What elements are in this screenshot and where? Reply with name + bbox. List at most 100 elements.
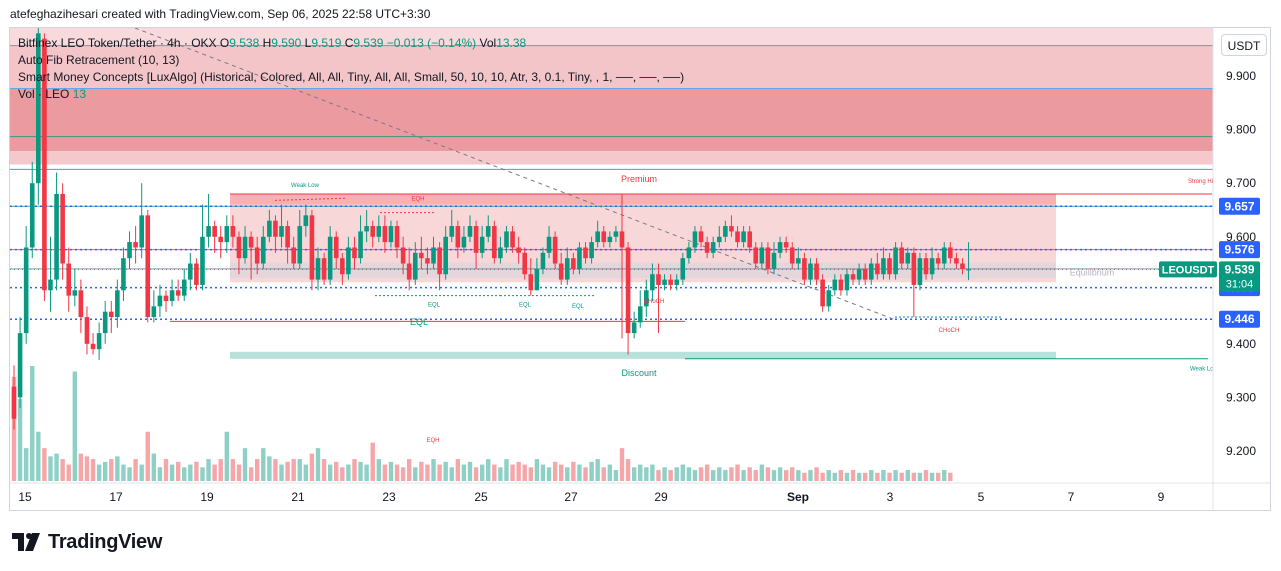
volume-indicator-name: Vol · LEO: [18, 87, 70, 101]
annotation-label: Premium: [621, 174, 657, 184]
volume-bar: [145, 431, 150, 481]
candle-body: [479, 236, 485, 253]
volume-bar: [668, 470, 673, 481]
tradingview-logo: TradingView: [12, 530, 162, 554]
candle-body: [485, 226, 491, 237]
candle-body: [218, 236, 224, 243]
candle-body: [17, 333, 23, 398]
candle-body: [789, 247, 795, 264]
volume-bar: [899, 472, 904, 481]
volume-bar: [838, 470, 844, 481]
candle-body: [121, 258, 126, 291]
volume-bar: [461, 464, 467, 481]
volume-bar: [528, 467, 533, 481]
fib-legend[interactable]: Auto Fib Retracement (10, 13): [18, 53, 180, 67]
volume-bar: [704, 464, 710, 481]
candle-body: [254, 247, 260, 264]
candle-body: [692, 231, 698, 248]
volume-bar: [589, 461, 594, 481]
candle-body: [583, 247, 588, 259]
volume-bar: [638, 464, 643, 481]
volume-bar: [613, 470, 619, 481]
candle-body: [291, 247, 296, 264]
discount-zone: [230, 351, 1056, 359]
volume-bar: [376, 459, 381, 481]
volume-bar: [133, 459, 138, 481]
volume-bar: [334, 461, 339, 481]
volume-bar: [127, 467, 132, 481]
candle-body: [388, 226, 394, 243]
candle-body: [656, 274, 661, 285]
volume-bar: [935, 472, 941, 481]
candle-body: [875, 263, 880, 275]
volume-indicator-legend[interactable]: Vol · LEO 13: [18, 87, 86, 101]
candle-body: [796, 258, 801, 264]
volume-bar: [492, 464, 497, 481]
candle-body: [498, 247, 503, 259]
candle-body: [48, 279, 53, 291]
symbol-legend[interactable]: Bitfinex LEO Token/Tether · 4h · OKX O9.…: [18, 36, 526, 50]
candle-body: [522, 252, 528, 275]
volume-bar: [759, 464, 765, 481]
price-badge: [1219, 241, 1260, 259]
close-value: 9.539: [353, 36, 384, 50]
volume-bar: [352, 459, 357, 481]
volume-bar: [875, 472, 880, 481]
fib-band-main: [10, 88, 1213, 152]
volume-bar: [741, 470, 746, 481]
candle-body: [893, 247, 898, 275]
smc-legend[interactable]: Smart Money Concepts [LuxAlgo] (Historic…: [18, 70, 685, 84]
annotation-label: Weak Low: [291, 183, 320, 189]
y-tick-label: 9.600: [1226, 230, 1256, 244]
candle-body: [400, 247, 406, 264]
candle-body: [577, 247, 582, 269]
volume-bar: [455, 459, 461, 481]
volume-bar: [625, 459, 631, 481]
candle-body: [315, 258, 321, 280]
volume-bar: [30, 366, 35, 481]
x-tick-label: 3: [887, 490, 894, 504]
volume-bar: [419, 461, 424, 481]
volume-bar: [571, 461, 576, 481]
candle-body: [358, 231, 363, 259]
volume-bar: [297, 459, 302, 481]
volume-bar: [747, 467, 752, 481]
annotation-label: EQL: [410, 317, 428, 327]
candle-body: [856, 268, 862, 280]
volume-bar: [242, 448, 248, 481]
volume-bar: [601, 467, 606, 481]
candle-body: [133, 242, 138, 248]
candle-body: [66, 263, 72, 296]
volume-bar: [887, 472, 892, 481]
candle-body: [224, 226, 230, 243]
low-label: L: [304, 36, 312, 50]
volume-bar: [686, 467, 692, 481]
volume-bar: [303, 464, 309, 481]
volume-bar: [103, 461, 108, 481]
candle-body: [108, 311, 114, 318]
volume-bar: [917, 472, 923, 481]
candle-body: [321, 258, 327, 280]
candle-body: [601, 231, 607, 243]
volume-bar: [607, 464, 613, 481]
volume-bar: [206, 459, 211, 481]
volume-bar: [680, 464, 685, 481]
volume-bar: [504, 459, 509, 481]
candle-body: [698, 231, 704, 243]
annotation-label: Strong High: [1188, 179, 1220, 185]
candle-body: [899, 247, 904, 264]
candle-body: [729, 226, 734, 232]
volume-bar: [905, 470, 910, 481]
volume-bar: [850, 470, 856, 481]
volume-bar: [863, 472, 868, 481]
candle-body: [571, 258, 576, 269]
candle-body: [850, 274, 856, 280]
candle-body: [36, 33, 41, 184]
candle-body: [528, 274, 534, 291]
candle-body: [911, 252, 917, 285]
candle-body: [668, 279, 673, 285]
currency-button[interactable]: USDT: [1221, 34, 1267, 56]
volume-bar: [723, 470, 728, 481]
volume-bar: [17, 398, 23, 481]
